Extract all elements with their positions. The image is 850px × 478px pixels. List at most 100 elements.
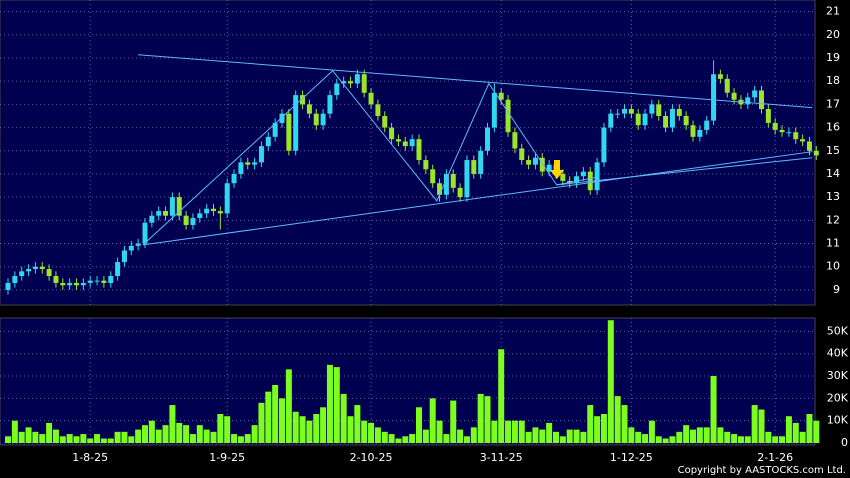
candle-body — [786, 132, 792, 134]
candle-body — [39, 266, 45, 270]
volume-bar — [100, 438, 107, 443]
volume-bar — [648, 420, 655, 443]
volume-bar — [717, 427, 724, 443]
volume-bar — [600, 413, 607, 443]
volume-bar — [306, 420, 313, 443]
volume-bar — [52, 429, 59, 443]
volume-tick-label: 50K — [827, 324, 849, 337]
candle-body — [382, 115, 388, 128]
trend-line — [556, 157, 813, 186]
volume-bar — [511, 420, 518, 443]
volume-bar — [326, 364, 333, 443]
volume-bar — [737, 436, 744, 443]
candle-body — [430, 169, 436, 184]
volume-bar — [662, 438, 669, 443]
candle-body — [443, 173, 449, 195]
volume-bar — [491, 420, 498, 443]
volume-bar — [5, 436, 11, 443]
volume-bar — [313, 413, 320, 443]
candle-body — [519, 148, 525, 161]
candle-body — [676, 109, 682, 116]
candle-body — [293, 95, 299, 151]
candle-body — [649, 104, 655, 114]
y-tick-label: 19 — [826, 51, 840, 64]
candle-body — [601, 127, 607, 163]
candle-body — [135, 243, 141, 246]
candle-body — [512, 132, 518, 149]
volume-tick-label: 30K — [827, 369, 849, 382]
volume-bar — [374, 427, 381, 443]
volume-bar — [635, 431, 642, 443]
candle-body — [354, 74, 360, 84]
volume-bar — [128, 436, 135, 443]
volume-bar — [731, 434, 738, 443]
candle-body — [574, 176, 580, 184]
candle-body — [813, 150, 819, 156]
candle-body — [731, 92, 737, 100]
volume-bar — [94, 434, 101, 443]
volume-bar — [553, 431, 559, 443]
volume-bar — [518, 420, 525, 443]
y-tick-label: 17 — [826, 97, 840, 110]
volume-bar — [758, 409, 765, 443]
candle-body — [19, 271, 25, 277]
candle-body — [793, 132, 799, 140]
candle-body — [190, 218, 196, 225]
volume-bar — [799, 431, 806, 443]
volume-bar — [779, 436, 786, 443]
y-tick-label: 21 — [826, 5, 840, 18]
candle-body — [80, 282, 86, 286]
volume-tick-label: 40K — [827, 347, 849, 360]
candle-body — [149, 215, 155, 223]
candle-body — [217, 211, 223, 214]
volume-bar — [292, 411, 299, 443]
volume-bar — [196, 425, 203, 443]
y-tick-label: 15 — [826, 144, 840, 157]
y-tick-label: 18 — [826, 74, 840, 87]
volume-bar — [183, 425, 190, 443]
x-tick-label: 1-8-25 — [72, 451, 108, 464]
candle-body — [252, 162, 258, 165]
volume-bar — [539, 429, 546, 443]
candle-body — [642, 113, 648, 126]
candle-body — [683, 115, 689, 126]
volume-bar — [416, 407, 422, 443]
volume-bar — [429, 398, 436, 443]
candle-body — [615, 113, 621, 115]
candle-body — [389, 127, 395, 140]
volume-bar — [354, 405, 361, 443]
volume-bar — [203, 429, 210, 443]
candle-body — [724, 78, 730, 93]
candle-body — [265, 136, 271, 147]
candle-body — [457, 187, 463, 198]
candle-body — [560, 173, 566, 181]
candle-body — [622, 109, 627, 114]
volume-bar — [135, 429, 142, 443]
candle-body — [437, 183, 443, 195]
volume-bar — [217, 413, 224, 443]
volume-bar — [546, 422, 553, 443]
volume-bar — [724, 431, 731, 443]
candle-body — [26, 269, 32, 272]
candle-body — [46, 269, 52, 277]
y-tick-label: 11 — [826, 237, 840, 250]
candle-body — [498, 92, 504, 100]
candle-body — [759, 90, 764, 110]
x-tick-label: 3-11-25 — [480, 451, 523, 464]
candle-body — [608, 113, 614, 128]
candle-body — [341, 81, 347, 84]
signal-arrow — [550, 160, 564, 179]
volume-bar — [655, 436, 662, 443]
volume-bar — [587, 405, 594, 443]
volume-bar — [422, 429, 429, 443]
candle-body — [53, 276, 59, 283]
candle-body — [108, 276, 114, 283]
candle-body — [115, 262, 121, 277]
candle-body — [717, 74, 723, 79]
volume-bar — [628, 427, 635, 443]
volume-bar — [388, 434, 395, 443]
candle-body — [485, 127, 490, 151]
candle-body — [697, 129, 703, 137]
volume-bar — [443, 434, 450, 443]
candle-body — [690, 125, 696, 137]
